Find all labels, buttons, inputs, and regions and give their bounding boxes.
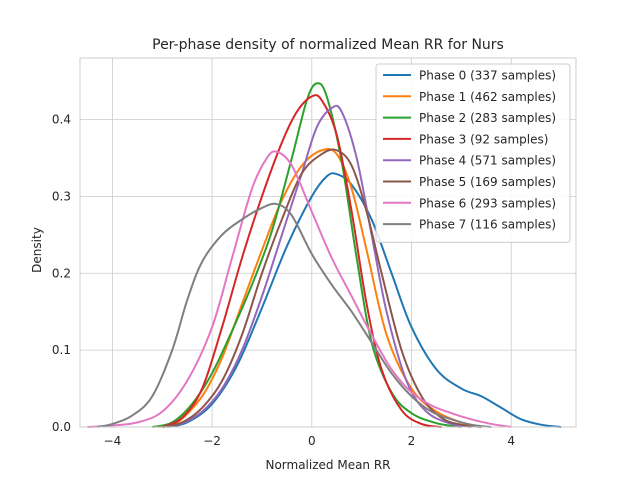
y-tick-label: 0.1 [52, 343, 71, 357]
legend-label-phase-4: Phase 4 (571 samples) [419, 154, 556, 168]
legend-label-phase-3: Phase 3 (92 samples) [419, 132, 548, 146]
legend-label-phase-0: Phase 0 (337 samples) [419, 69, 556, 83]
series-line-phase-7 [97, 202, 492, 428]
x-tick-label: 2 [408, 434, 416, 448]
x-tick-label: 0 [308, 434, 316, 448]
series-line-phase-6 [87, 150, 512, 428]
legend-label-phase-6: Phase 6 (293 samples) [419, 196, 556, 210]
y-tick-label: 0.2 [52, 266, 71, 280]
legend-label-phase-1: Phase 1 (462 samples) [419, 90, 556, 104]
legend-box [375, 63, 571, 243]
x-axis-label: Normalized Mean RR [265, 458, 390, 472]
chart-title: Per-phase density of normalized Mean RR … [152, 37, 504, 53]
series-line-phase-3 [161, 94, 442, 428]
x-tick-label: 4 [507, 434, 515, 448]
plot-frame [79, 57, 577, 428]
legend-label-phase-5: Phase 5 (169 samples) [419, 175, 556, 189]
x-tick-label: −2 [203, 434, 221, 448]
series-line-phase-4 [162, 104, 472, 428]
series-line-phase-0 [167, 172, 562, 428]
y-tick-label: 0.4 [52, 113, 71, 127]
y-tick-label: 0.3 [52, 189, 71, 203]
y-tick-label: 0.0 [52, 420, 71, 434]
y-axis-label: Density [30, 227, 44, 273]
legend-label-phase-7: Phase 7 (116 samples) [419, 218, 556, 232]
x-tick-label: −4 [104, 434, 122, 448]
series-line-phase-5 [162, 148, 482, 428]
legend-label-phase-2: Phase 2 (283 samples) [419, 111, 556, 125]
